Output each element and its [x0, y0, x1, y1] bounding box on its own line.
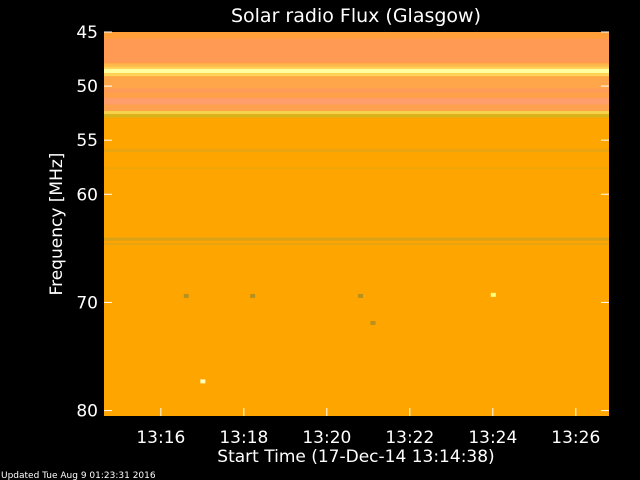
x-tick-label: 13:20 — [302, 428, 351, 448]
spectrogram-band — [104, 167, 609, 170]
y-tick-label: 70 — [76, 293, 98, 313]
spectrogram-band — [104, 148, 609, 153]
spectrogram-band — [104, 32, 609, 39]
spectrogram-band — [104, 38, 609, 64]
burst-spot — [370, 320, 376, 325]
spectrogram-band — [104, 73, 609, 77]
x-tick-label: 13:18 — [219, 428, 268, 448]
spectrogram-band — [104, 110, 609, 115]
spectrogram-band — [104, 88, 609, 93]
x-tick-label: 13:24 — [468, 428, 517, 448]
spectrogram-band — [104, 242, 609, 246]
x-tick-label: 13:26 — [551, 428, 600, 448]
burst-spot — [490, 292, 496, 297]
y-axis-label: Frequency [MHz] — [47, 153, 67, 296]
spectrogram-band — [104, 97, 609, 105]
plot-area — [104, 32, 609, 416]
spectrogram-band — [104, 68, 609, 74]
spectrogram-band — [104, 104, 609, 111]
chart-title: Solar radio Flux (Glasgow) — [231, 5, 481, 27]
y-tick-label: 60 — [76, 185, 98, 205]
spectrogram-band — [104, 237, 609, 241]
x-tick-label: 13:22 — [385, 428, 434, 448]
x-axis: 13:16 13:18 13:20 13:22 13:24 13:26 — [136, 408, 600, 448]
updated-timestamp: Updated Tue Aug 9 01:23:31 2016 — [1, 471, 156, 480]
y-tick-label: 50 — [76, 77, 98, 97]
burst-spot — [183, 293, 189, 298]
spectrogram-band — [104, 76, 609, 89]
burst-spot — [200, 379, 206, 384]
x-axis-label: Start Time (17-Dec-14 13:14:38) — [217, 447, 494, 467]
y-axis: 45 50 55 60 70 80 — [76, 23, 609, 422]
y-tick-label: 80 — [76, 402, 98, 422]
spectrogram-band — [104, 92, 609, 98]
burst-spot — [358, 293, 364, 298]
spectrogram-band — [104, 63, 609, 67]
x-tick-label: 13:16 — [136, 428, 185, 448]
y-tick-label: 45 — [76, 23, 98, 43]
burst-spot — [250, 293, 256, 298]
y-tick-label: 55 — [76, 131, 98, 151]
spectrogram-band — [104, 114, 609, 118]
spectrogram-band — [104, 66, 609, 69]
